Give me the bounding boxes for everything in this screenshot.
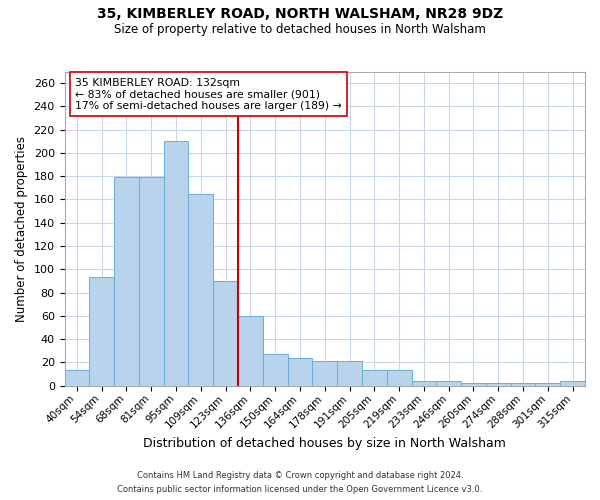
Bar xyxy=(65,370,89,386)
Bar xyxy=(486,383,511,386)
X-axis label: Distribution of detached houses by size in North Walsham: Distribution of detached houses by size … xyxy=(143,437,506,450)
Bar xyxy=(89,278,114,386)
Bar xyxy=(213,281,238,386)
Text: Size of property relative to detached houses in North Walsham: Size of property relative to detached ho… xyxy=(114,22,486,36)
Y-axis label: Number of detached properties: Number of detached properties xyxy=(15,136,28,322)
Bar xyxy=(164,142,188,386)
Bar xyxy=(313,361,337,386)
Bar xyxy=(535,383,560,386)
Bar xyxy=(238,316,263,386)
Bar xyxy=(560,381,585,386)
Bar xyxy=(362,370,387,386)
Bar xyxy=(114,178,139,386)
Bar xyxy=(337,361,362,386)
Bar xyxy=(436,381,461,386)
Text: Contains HM Land Registry data © Crown copyright and database right 2024.: Contains HM Land Registry data © Crown c… xyxy=(137,472,463,480)
Bar xyxy=(139,178,164,386)
Bar xyxy=(511,383,535,386)
Bar xyxy=(461,383,486,386)
Bar xyxy=(387,370,412,386)
Bar xyxy=(188,194,213,386)
Bar xyxy=(412,381,436,386)
Bar xyxy=(263,354,287,386)
Text: 35, KIMBERLEY ROAD, NORTH WALSHAM, NR28 9DZ: 35, KIMBERLEY ROAD, NORTH WALSHAM, NR28 … xyxy=(97,8,503,22)
Bar xyxy=(287,358,313,386)
Text: Contains public sector information licensed under the Open Government Licence v3: Contains public sector information licen… xyxy=(118,484,482,494)
Text: 35 KIMBERLEY ROAD: 132sqm
← 83% of detached houses are smaller (901)
17% of semi: 35 KIMBERLEY ROAD: 132sqm ← 83% of detac… xyxy=(75,78,341,111)
